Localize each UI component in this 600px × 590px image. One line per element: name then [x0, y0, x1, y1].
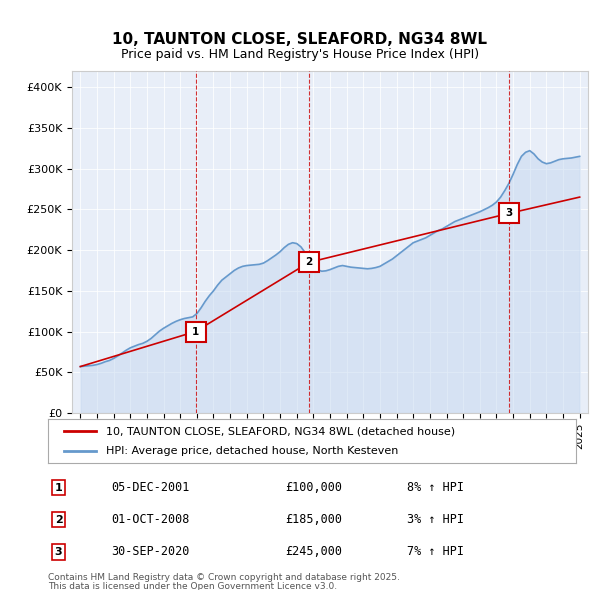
Text: 3: 3 [505, 208, 512, 218]
Text: 1: 1 [55, 483, 62, 493]
Text: 10, TAUNTON CLOSE, SLEAFORD, NG34 8WL: 10, TAUNTON CLOSE, SLEAFORD, NG34 8WL [113, 32, 487, 47]
Text: Contains HM Land Registry data © Crown copyright and database right 2025.: Contains HM Land Registry data © Crown c… [48, 573, 400, 582]
Text: £100,000: £100,000 [286, 481, 343, 494]
Text: £245,000: £245,000 [286, 545, 343, 558]
Text: 2: 2 [305, 257, 313, 267]
Text: This data is licensed under the Open Government Licence v3.0.: This data is licensed under the Open Gov… [48, 582, 337, 590]
Text: 3% ↑ HPI: 3% ↑ HPI [407, 513, 464, 526]
Text: 01-OCT-2008: 01-OCT-2008 [112, 513, 190, 526]
Text: 2: 2 [55, 514, 62, 525]
Text: HPI: Average price, detached house, North Kesteven: HPI: Average price, detached house, Nort… [106, 446, 398, 455]
Text: 30-SEP-2020: 30-SEP-2020 [112, 545, 190, 558]
Text: 7% ↑ HPI: 7% ↑ HPI [407, 545, 464, 558]
Text: 3: 3 [55, 547, 62, 557]
Text: 1: 1 [192, 326, 199, 336]
Text: 10, TAUNTON CLOSE, SLEAFORD, NG34 8WL (detached house): 10, TAUNTON CLOSE, SLEAFORD, NG34 8WL (d… [106, 427, 455, 436]
Text: 05-DEC-2001: 05-DEC-2001 [112, 481, 190, 494]
Text: 8% ↑ HPI: 8% ↑ HPI [407, 481, 464, 494]
Text: Price paid vs. HM Land Registry's House Price Index (HPI): Price paid vs. HM Land Registry's House … [121, 48, 479, 61]
Text: £185,000: £185,000 [286, 513, 343, 526]
